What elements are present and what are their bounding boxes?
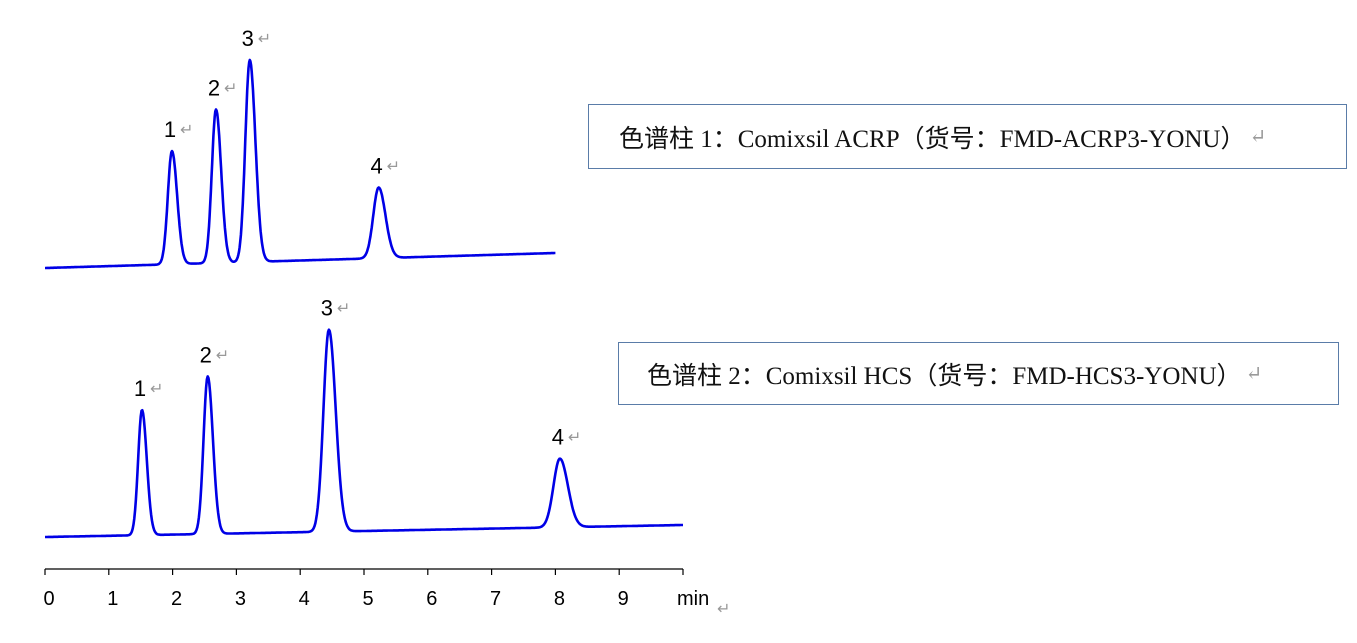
peak-label-4: 4 <box>371 153 383 178</box>
peak-label-3: 3 <box>321 296 333 321</box>
x-tick-label-8: 8 <box>554 588 565 610</box>
x-axis-unit-label: min <box>677 588 709 610</box>
column-1-legend-box: 色谱柱 1：Comixsil ACRP（货号：FMD-ACRP3-YONU） ↵ <box>588 104 1347 169</box>
x-tick-label-6: 6 <box>426 588 437 610</box>
paragraph-mark-icon: ↵ <box>717 599 730 618</box>
column-2-legend-box: 色谱柱 2：Comixsil HCS（货号：FMD-HCS3-YONU） ↵ <box>618 342 1339 405</box>
peak-label-3: 3 <box>242 26 254 51</box>
paragraph-mark-icon: ↵ <box>568 428 581 447</box>
peak-label-1: 1 <box>164 117 176 142</box>
x-tick-label-9: 9 <box>618 588 629 610</box>
chromatogram-trace-1 <box>44 58 557 270</box>
paragraph-mark-icon: ↵ <box>1245 363 1263 385</box>
peak-label-2: 2 <box>200 342 212 367</box>
x-tick-label-2: 2 <box>171 588 182 610</box>
x-tick-label-3: 3 <box>235 588 246 610</box>
x-tick-label-4: 4 <box>299 588 310 610</box>
peak-label-2: 2 <box>208 75 220 100</box>
x-tick-label-1: 1 <box>107 588 118 610</box>
paragraph-mark-icon: ↵ <box>150 379 163 398</box>
paragraph-mark-icon: ↵ <box>216 345 229 364</box>
paragraph-mark-icon: ↵ <box>258 29 271 48</box>
x-tick-label-7: 7 <box>490 588 501 610</box>
column-1-legend-text: 色谱柱 1：Comixsil ACRP（货号：FMD-ACRP3-YONU） <box>619 125 1246 153</box>
peak-label-4: 4 <box>552 425 564 450</box>
paragraph-mark-icon: ↵ <box>180 120 193 139</box>
paragraph-mark-icon: ↵ <box>337 299 350 318</box>
column-2-legend-text: 色谱柱 2：Comixsil HCS（货号：FMD-HCS3-YONU） <box>647 362 1242 390</box>
paragraph-mark-icon: ↵ <box>387 156 400 175</box>
paragraph-mark-icon: ↵ <box>1249 126 1267 148</box>
x-tick-label-0: 0 <box>43 588 54 610</box>
x-tick-label-5: 5 <box>362 588 373 610</box>
chromatogram-trace-2 <box>44 328 684 539</box>
peak-label-1: 1 <box>134 376 146 401</box>
paragraph-mark-icon: ↵ <box>224 78 237 97</box>
